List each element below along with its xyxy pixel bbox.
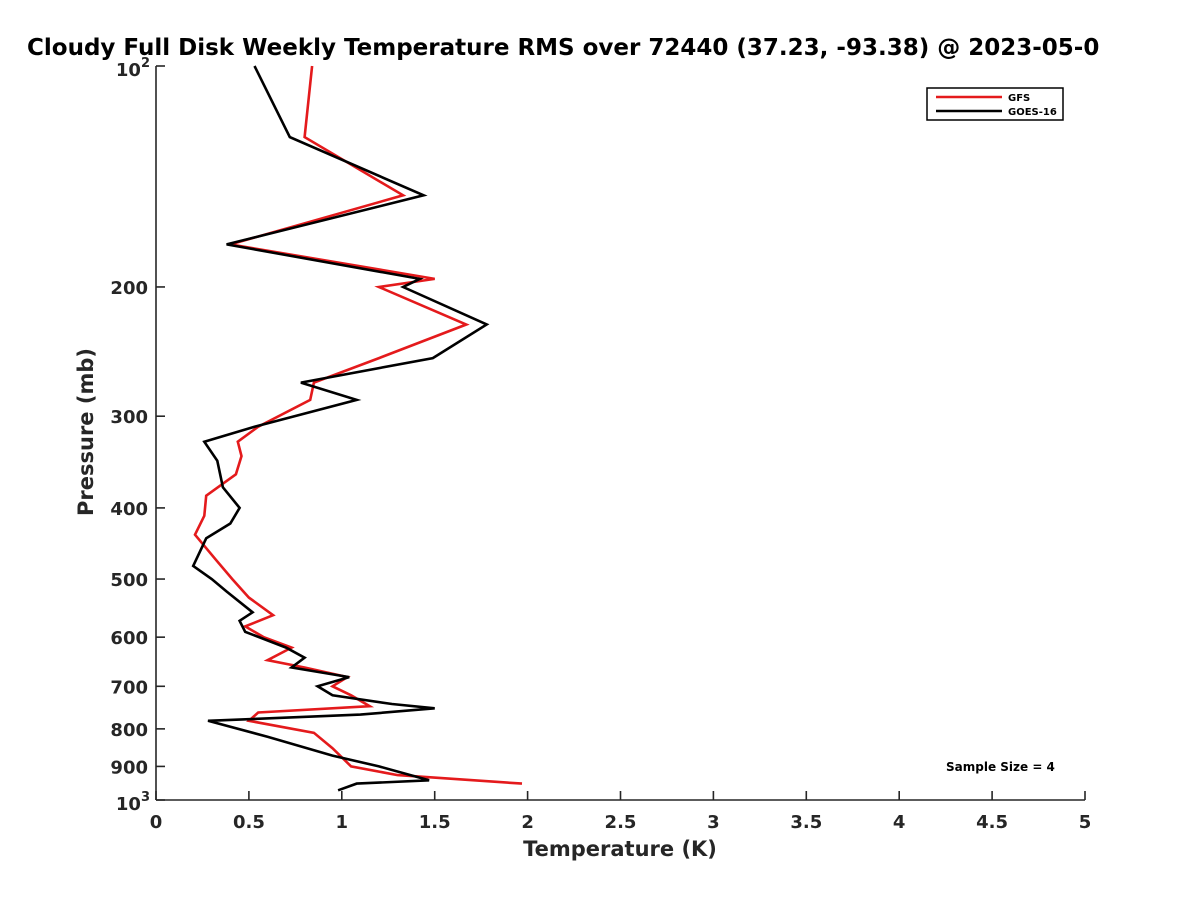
chart-title: Cloudy Full Disk Weekly Temperature RMS …: [27, 35, 1099, 61]
y-tick-label: 900: [110, 757, 148, 778]
x-tick-label: 1.5: [419, 812, 451, 833]
y-tick-label: 500: [110, 570, 148, 591]
legend: GFS GOES-16: [926, 87, 1064, 121]
x-tick-label: 3.5: [790, 812, 822, 833]
x-tick-label: 0: [150, 812, 163, 833]
axes: [155, 66, 1085, 801]
x-tick-label: 0.5: [233, 812, 265, 833]
y-tick-label: 200: [110, 278, 148, 299]
x-tick-label: 3: [707, 812, 720, 833]
y-tick-label: 600: [110, 628, 148, 649]
x-tick-label: 2: [521, 812, 534, 833]
x-tick-label: 5: [1079, 812, 1092, 833]
x-axis-label: Temperature (K): [523, 837, 717, 861]
legend-box: [926, 87, 1064, 121]
x-tick-label: 4: [893, 812, 906, 833]
legend-label: GFS: [1008, 93, 1030, 104]
series-line-goes-16: [191, 65, 490, 792]
series-line-gfs: [193, 65, 523, 785]
y-tick-label: 400: [110, 499, 148, 520]
sample-size-annotation: Sample Size = 4: [946, 760, 1055, 774]
y-axis-ticks: 102 200 300 400 500 600 700 800 900 103: [110, 56, 165, 815]
legend-label: GOES-16: [1008, 107, 1057, 118]
y-tick-label: 700: [110, 677, 148, 698]
y-tick-label: 103: [116, 790, 150, 815]
x-tick-label: 1: [336, 812, 349, 833]
y-tick-label: 800: [110, 720, 148, 741]
y-axis-label: Pressure (mb): [74, 348, 98, 516]
y-tick-label: 300: [110, 407, 148, 428]
x-tick-label: 4.5: [976, 812, 1008, 833]
x-tick-label: 2.5: [605, 812, 637, 833]
y-tick-label: 102: [116, 56, 150, 81]
x-axis-ticks: 0 0.5 1 1.5 2 2.5 3 3.5 4 4.5 5: [150, 791, 1092, 833]
plot-series: [191, 65, 523, 792]
